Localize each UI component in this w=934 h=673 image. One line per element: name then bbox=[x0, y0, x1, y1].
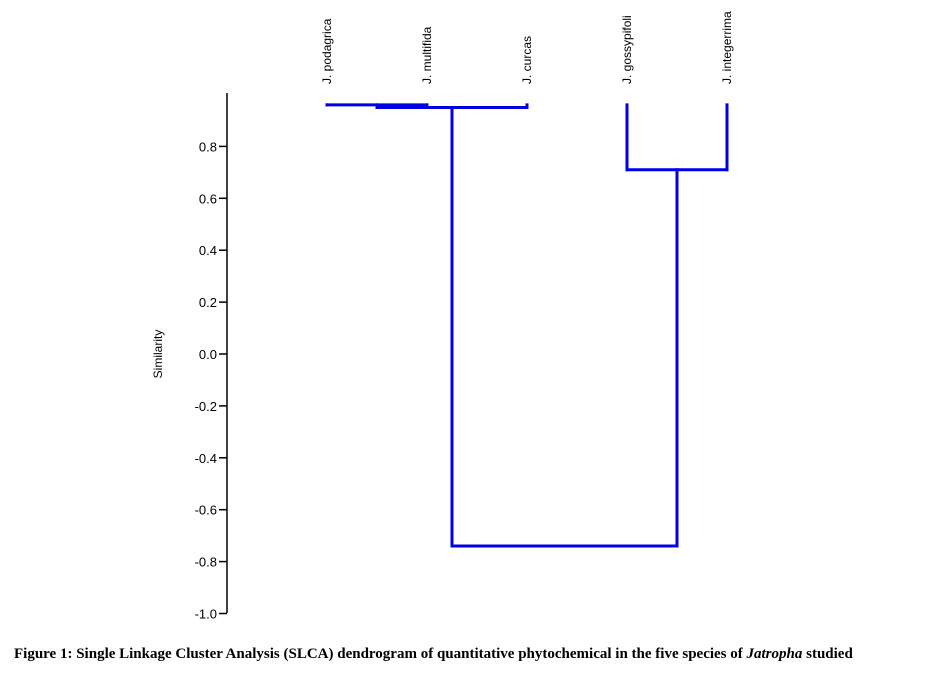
dendrogram-chart: 0.8 0.6 0.4 0.2 0.0 -0.2 -0.4 -0.6 -0.8 -1.0 Simi… bbox=[151, 11, 734, 622]
figure-caption: Figure 1: Single Linkage Cluster Analysi… bbox=[14, 646, 929, 663]
y-tick-label: -0.4 bbox=[195, 451, 217, 466]
y-tick-label: -0.2 bbox=[195, 399, 217, 414]
leaf-label: J. integerrima bbox=[720, 11, 734, 84]
y-tick-label: -0.8 bbox=[195, 555, 217, 570]
y-tick-label: 0.4 bbox=[199, 243, 217, 258]
y-tick-label: -0.6 bbox=[195, 503, 217, 518]
leaf-label: J. multifida bbox=[420, 26, 434, 84]
caption-genus: Jatropha bbox=[746, 646, 803, 662]
y-tick-label: -1.0 bbox=[195, 607, 217, 622]
y-tick-label: 0.8 bbox=[199, 139, 217, 154]
dendrogram-branches bbox=[325, 103, 729, 548]
caption-suffix: studied bbox=[802, 646, 853, 662]
y-tick-label: 0.2 bbox=[199, 295, 217, 310]
leaf-labels: J. podagrica J. multifida J. curcas J. goss… bbox=[320, 11, 734, 84]
y-tick-label: 0.6 bbox=[199, 191, 217, 206]
y-axis-ticks: 0.8 0.6 0.4 0.2 0.0 -0.2 -0.4 -0.6 -0.8 -1.0 bbox=[195, 139, 227, 622]
leaf-label: J. curcas bbox=[520, 36, 534, 84]
y-axis-title: Similarity bbox=[151, 330, 165, 379]
leaf-label: J. gossypifoli bbox=[620, 15, 634, 84]
y-tick-label: 0.0 bbox=[199, 347, 217, 362]
caption-prefix: Figure 1: Single Linkage Cluster Analysi… bbox=[14, 646, 747, 662]
leaf-label: J. podagrica bbox=[320, 18, 334, 84]
